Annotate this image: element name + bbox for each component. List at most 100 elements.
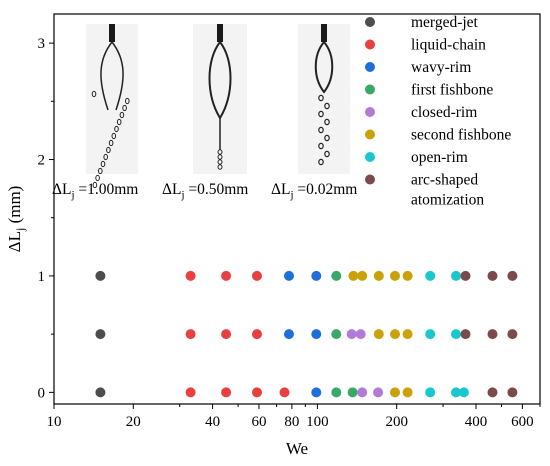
droplet (116, 118, 122, 126)
y-axis-label: ΔLj (mm) (5, 186, 27, 253)
data-point (451, 387, 461, 398)
plot-frame (53, 13, 541, 405)
x-tick-label: 200 (385, 414, 408, 430)
droplet (98, 167, 103, 175)
data-point (348, 270, 359, 281)
data-point (185, 329, 196, 340)
data-point (331, 270, 342, 281)
droplet (217, 164, 223, 170)
data-point (460, 270, 471, 281)
droplet (103, 153, 108, 161)
y-tick-label: 0 (38, 385, 46, 401)
series-merged-jet (95, 270, 106, 398)
y-tick-label: 3 (38, 36, 46, 52)
series-closed-rim (346, 329, 384, 398)
data-point (402, 329, 413, 340)
data-point (252, 329, 262, 340)
data-point (451, 329, 461, 340)
legend-marker (365, 107, 375, 117)
inset-annotations: ΔLj =1.00mm ΔLj =0.50mm ΔLj =0.02mm (52, 181, 357, 201)
data-point (487, 387, 498, 398)
data-point (402, 387, 413, 398)
droplet (106, 146, 111, 154)
legend-item: open-rim (365, 149, 468, 166)
data-point (373, 387, 384, 398)
data-point (487, 270, 498, 281)
data-points (95, 270, 518, 398)
legend-label: merged-jet (411, 14, 479, 31)
data-point (311, 329, 322, 340)
inset-annotation: ΔLj =1.00mm (52, 181, 138, 201)
nozzle (217, 24, 223, 42)
droplet (91, 90, 97, 98)
droplet (114, 125, 119, 133)
data-point (425, 270, 436, 281)
liquid-sheet (100, 41, 124, 111)
legend-marker (365, 174, 375, 185)
droplet (324, 134, 330, 142)
droplet (217, 149, 223, 155)
droplet (217, 154, 223, 160)
data-point (373, 270, 384, 281)
legend-item: first fishbone (365, 82, 493, 99)
series-wavy-rim (284, 270, 322, 398)
droplet (108, 139, 114, 147)
legend-item: liquid-chain (365, 37, 486, 54)
legend-item: arc-shaped atomization (365, 172, 484, 209)
data-point (425, 329, 436, 340)
data-point (451, 270, 461, 281)
droplet (122, 104, 127, 112)
legend-marker (365, 17, 375, 27)
legend-item: wavy-rim (365, 59, 471, 76)
series-first-fishbone (331, 270, 358, 398)
legend-marker (365, 129, 375, 140)
jet-photo-1 (86, 24, 138, 189)
inset-annotation: ΔLj =0.50mm (162, 181, 248, 201)
droplet (324, 150, 330, 158)
x-tick-label: 40 (205, 414, 220, 430)
droplet (318, 158, 324, 166)
droplet (318, 142, 324, 150)
legend-label: closed-rim (411, 104, 477, 121)
annotation-sub: j (70, 189, 74, 201)
data-point (284, 329, 294, 340)
data-point (95, 329, 106, 340)
data-point (357, 387, 368, 398)
data-point (95, 270, 106, 281)
data-point (390, 270, 400, 281)
legend-item: second fishbone (365, 127, 511, 144)
droplet (125, 97, 130, 105)
x-axis-label: We (286, 439, 308, 458)
legend-item: closed-rim (365, 104, 477, 121)
data-point (311, 270, 322, 281)
photo-background (298, 24, 350, 174)
data-point (221, 270, 232, 281)
droplet (100, 160, 106, 168)
annotation-main: ΔL (162, 181, 181, 198)
x-tick-label: 10 (47, 414, 62, 430)
data-point (279, 387, 290, 398)
data-point (95, 387, 106, 398)
data-point (357, 270, 368, 281)
data-point (507, 329, 518, 340)
data-point (221, 387, 232, 398)
legend-marker (365, 62, 375, 72)
legend-label: open-rim (411, 149, 468, 166)
jet-photo-insets (86, 24, 350, 189)
droplet (217, 159, 223, 165)
legend-marker (365, 152, 375, 162)
legend-label: first fishbone (411, 82, 493, 99)
series-open-rim (425, 270, 469, 398)
data-point (185, 387, 196, 398)
y-tick-label: 2 (38, 153, 46, 169)
data-point (252, 387, 262, 398)
annotation-main: ΔL (52, 181, 71, 198)
y-tick-label: 1 (38, 269, 46, 285)
data-point (425, 387, 436, 398)
data-point (402, 270, 413, 281)
photo-background (193, 24, 247, 174)
legend-label: arc-shaped (411, 172, 478, 189)
x-tick-label: 100 (306, 414, 329, 430)
photo-background (86, 24, 138, 174)
legend-item: merged-jet (365, 14, 479, 31)
